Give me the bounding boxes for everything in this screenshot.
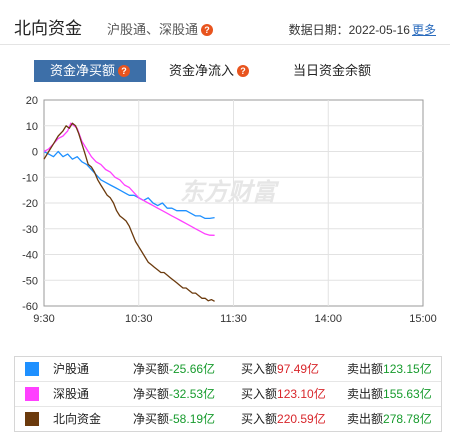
x-axis-labels: 9:30 10:30 11:30 14:00 15:00 — [33, 313, 436, 325]
help-icon[interactable]: ? — [201, 24, 214, 36]
tab-net-buy-label: 资金净买额 — [49, 63, 115, 78]
legend-sell-label: 卖出额 — [347, 412, 384, 426]
tab-net-inflow[interactable]: 资金净流入? — [162, 60, 256, 82]
tab-net-buy[interactable]: 资金净买额? — [34, 60, 146, 82]
legend-sell-value: 123.15亿 — [383, 362, 432, 376]
legend-net-label: 净买额 — [133, 412, 170, 426]
legend-buy-label: 买入额 — [241, 412, 278, 426]
tab-daily-balance-label: 当日资金余额 — [292, 63, 371, 78]
page-title: 北向资金 — [14, 19, 82, 38]
legend-net-buy: 净买额-58.19亿 — [133, 407, 215, 431]
tab-bar: 资金净买额? 资金净流入? 当日资金余额 — [0, 58, 450, 86]
legend-series-name: 北向资金 — [53, 412, 102, 426]
chart-area: 东方财富 20 10 0 -10 -20 -30 -40 -50 -60 9:30 10:30 11… — [0, 90, 450, 336]
legend-net-value: -58.19亿 — [169, 412, 216, 426]
y-tick-label: 20 — [26, 95, 38, 107]
legend-sell: 卖出额278.78亿 — [347, 407, 432, 431]
y-tick-label: -10 — [22, 172, 38, 184]
subtitle-text: 沪股通、深股通 — [107, 22, 199, 37]
legend-buy: 买入额123.10亿 — [241, 382, 326, 406]
x-tick-label: 14:00 — [314, 313, 342, 325]
x-tick-label: 11:30 — [220, 313, 247, 325]
tab-net-inflow-help-icon[interactable]: ? — [237, 65, 249, 77]
y-tick-label: -30 — [22, 224, 38, 236]
legend-sell-label: 卖出额 — [347, 387, 384, 401]
legend-net-buy: 净买额-32.53亿 — [133, 382, 215, 406]
legend-sell: 卖出额123.15亿 — [347, 357, 432, 381]
header: 北向资金 沪股通、深股通? 数据日期：2022-05-16 更多 — [0, 0, 450, 45]
tab-net-buy-help-icon[interactable]: ? — [118, 65, 130, 77]
y-tick-label: -20 — [22, 198, 38, 210]
series-lines — [43, 122, 215, 302]
tab-net-inflow-label: 资金净流入 — [168, 63, 234, 78]
legend-sell: 卖出额155.63亿 — [347, 382, 432, 406]
legend-series-name: 深股通 — [53, 387, 90, 401]
subtitle: 沪股通、深股通? — [107, 22, 214, 38]
legend-net-buy: 净买额-25.66亿 — [133, 357, 215, 381]
legend-row: 沪股通 净买额-25.66亿 买入额97.49亿 卖出额123.15亿 — [15, 357, 441, 382]
legend-buy-value: 97.49亿 — [277, 362, 320, 376]
legend-buy-value: 220.59亿 — [277, 412, 326, 426]
legend-swatch — [25, 387, 39, 401]
legend-sell-value: 278.78亿 — [383, 412, 432, 426]
legend-net-value: -32.53亿 — [169, 387, 216, 401]
legend-net-label: 净买额 — [133, 387, 170, 401]
series-line-sh — [43, 150, 215, 220]
x-tick-label: 15:00 — [409, 313, 437, 325]
legend-row: 深股通 净买额-32.53亿 买入额123.10亿 卖出额155.63亿 — [15, 382, 441, 407]
watermark-text: 东方财富 — [180, 179, 280, 206]
y-tick-label: -40 — [22, 250, 38, 262]
x-tick-label: 9:30 — [33, 313, 54, 325]
y-axis-labels: 20 10 0 -10 -20 -30 -40 -50 -60 — [22, 95, 38, 313]
legend-buy-label: 买入额 — [241, 362, 278, 376]
data-date: 数据日期：2022-05-16 — [288, 23, 410, 37]
legend-buy: 买入额97.49亿 — [241, 357, 319, 381]
legend-swatch — [25, 362, 39, 376]
legend-buy: 买入额220.59亿 — [241, 407, 326, 431]
legend-buy-value: 123.10亿 — [277, 387, 326, 401]
legend-table: 沪股通 净买额-25.66亿 买入额97.49亿 卖出额123.15亿 深股通 净买额-3… — [14, 356, 442, 432]
line-chart: 东方财富 20 10 0 -10 -20 -30 -40 -50 -60 9:30 10:30 11… — [22, 95, 437, 325]
y-tick-label: -60 — [22, 301, 38, 313]
tab-daily-balance[interactable]: 当日资金余额 — [288, 60, 376, 82]
legend-series-name: 沪股通 — [53, 362, 90, 376]
more-link[interactable]: 更多 — [411, 23, 436, 37]
legend-swatch — [25, 412, 39, 426]
legend-net-value: -25.66亿 — [169, 362, 216, 376]
y-tick-label: 10 — [26, 121, 38, 133]
y-tick-label: 0 — [32, 147, 38, 159]
legend-buy-label: 买入额 — [241, 387, 278, 401]
date-area: 数据日期：2022-05-16 更多 — [289, 22, 436, 38]
series-line-sz — [43, 122, 215, 236]
legend-sell-label: 卖出额 — [347, 362, 384, 376]
legend-sell-value: 155.63亿 — [383, 387, 432, 401]
legend-row: 北向资金 净买额-58.19亿 买入额220.59亿 卖出额278.78亿 — [15, 407, 441, 431]
y-tick-label: -50 — [22, 275, 38, 287]
x-tick-label: 10:30 — [125, 313, 153, 325]
series-line-north — [43, 122, 215, 302]
legend-net-label: 净买额 — [133, 362, 170, 376]
grid — [44, 100, 423, 306]
